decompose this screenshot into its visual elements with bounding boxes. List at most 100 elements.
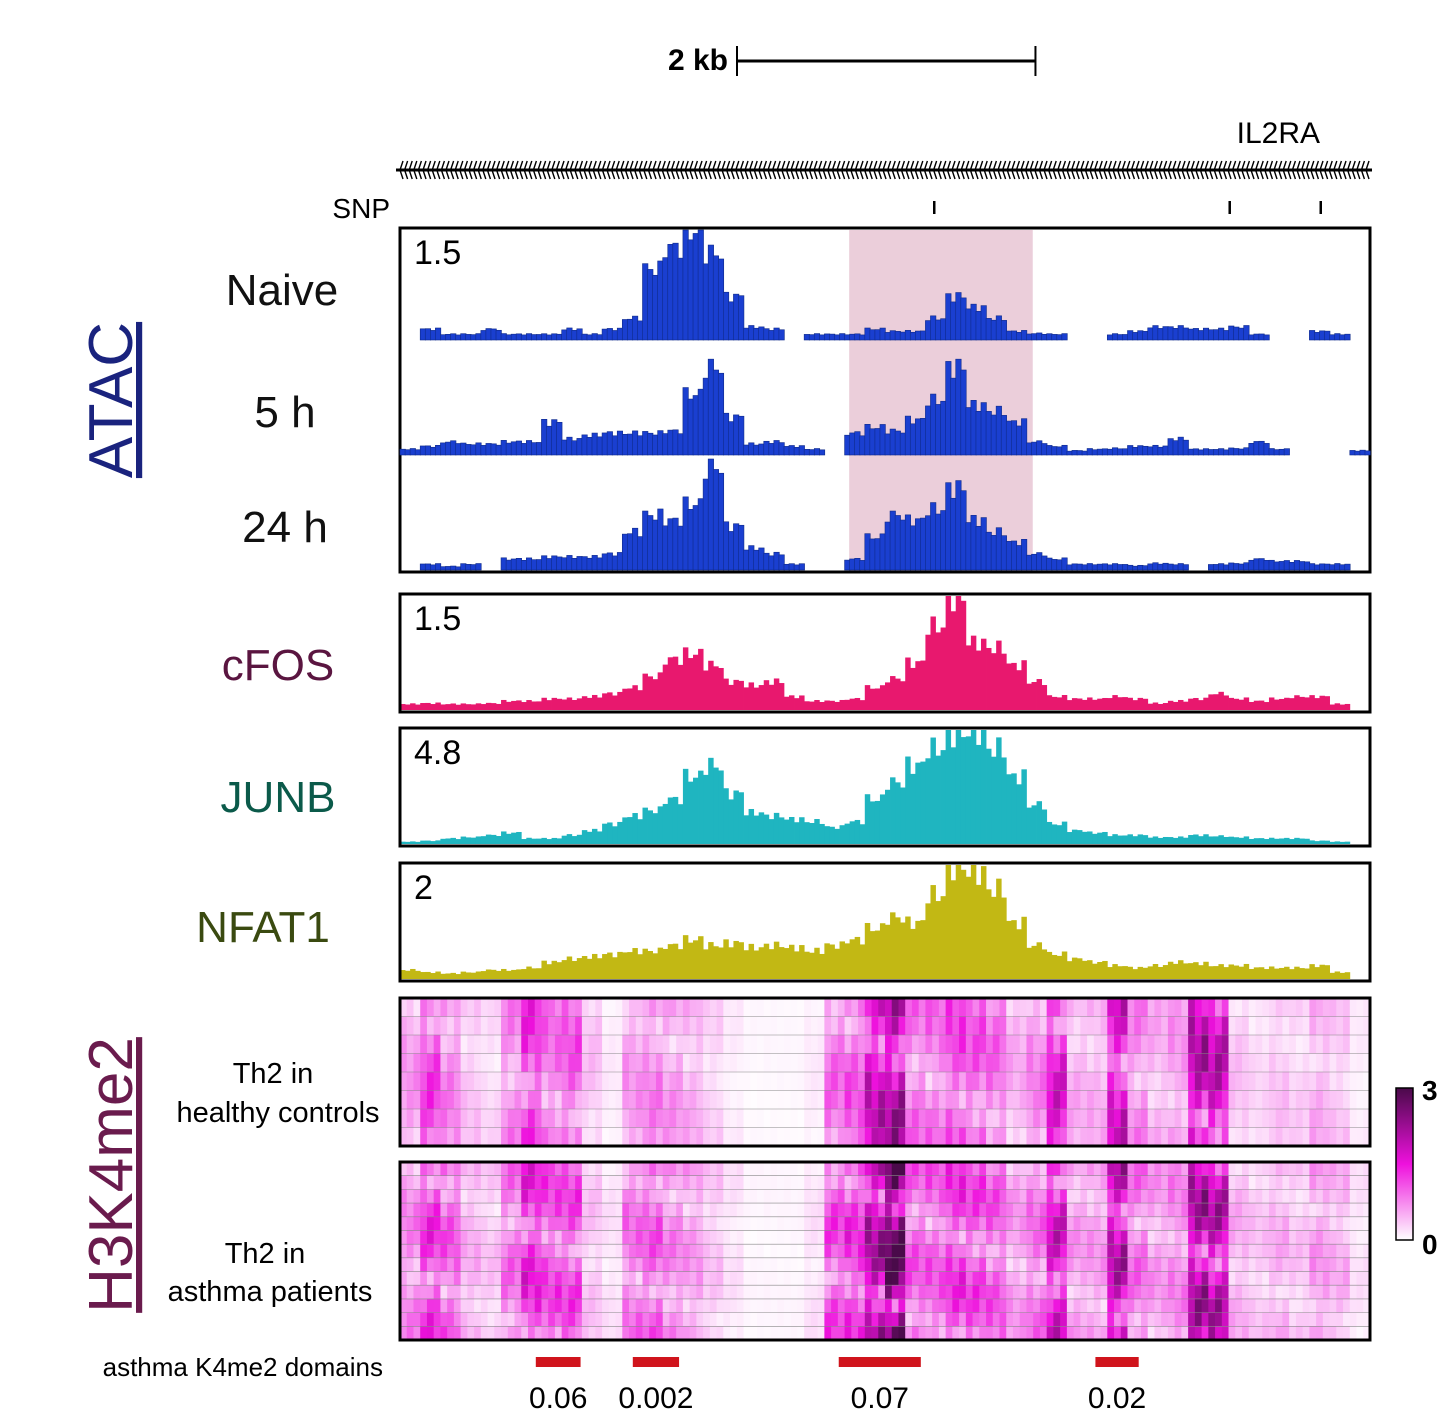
heatmap-cell: [568, 1244, 576, 1259]
heatmap-cell: [911, 1053, 920, 1073]
heatmap-cell: [1012, 1162, 1021, 1176]
heatmap-cell: [743, 1072, 751, 1091]
signal-bar: [611, 555, 618, 571]
signal-bar: [1208, 329, 1215, 341]
heatmap-cell: [1289, 1175, 1297, 1190]
heatmap-cell: [709, 1189, 717, 1204]
heatmap-cell: [770, 1127, 778, 1147]
signal-bar: [723, 521, 730, 571]
heatmap-cell: [629, 1162, 637, 1176]
signal-bar: [1046, 695, 1053, 710]
signal-bar: [511, 832, 517, 844]
heatmap-cell: [1046, 1109, 1054, 1128]
signal-bar: [879, 424, 886, 456]
heatmap-cell: [1282, 1203, 1290, 1218]
heatmap-cell: [1316, 998, 1324, 1017]
signal-bar: [607, 692, 613, 710]
track-5h: [399, 358, 1371, 456]
heatmap-cell: [676, 1035, 684, 1054]
heatmap-cell: [682, 1326, 691, 1341]
heatmap-cell: [1080, 1016, 1088, 1036]
heatmap-cell: [905, 1230, 913, 1245]
heatmap-cell: [1060, 1189, 1068, 1204]
heatmap-cell: [716, 1035, 724, 1054]
heatmap-cell: [1221, 1230, 1229, 1245]
heatmap-cell: [1268, 1090, 1277, 1110]
signal-bar: [1203, 697, 1209, 710]
heatmap-cell: [1363, 1189, 1371, 1204]
heatmap-cell: [1167, 1127, 1176, 1147]
signal-bar: [1324, 965, 1330, 979]
heatmap-cell: [1363, 1326, 1371, 1341]
heatmap-cell: [1336, 1271, 1344, 1286]
heatmap-cell: [682, 1090, 691, 1110]
heatmap-cell: [1302, 998, 1310, 1017]
heatmap-cell: [1006, 1175, 1014, 1190]
heatmap-cell: [804, 1216, 812, 1231]
signal-bar: [1056, 955, 1063, 979]
heatmap-cell: [595, 1090, 603, 1110]
heatmap-cell: [736, 1271, 744, 1286]
heatmap-cell: [635, 1162, 643, 1176]
heatmap-cell: [999, 1090, 1007, 1110]
heatmap-cell: [703, 1216, 711, 1231]
heatmap-cell: [878, 1271, 886, 1286]
heatmap-cell: [507, 1244, 515, 1259]
heatmap-cell: [824, 1203, 832, 1218]
signal-bar: [723, 678, 729, 710]
signal-bar: [1324, 840, 1330, 844]
signal-bar: [879, 327, 886, 341]
heatmap-cell: [1194, 1257, 1202, 1272]
heatmap-cell: [1275, 1109, 1283, 1128]
heatmap-cell: [696, 1216, 704, 1231]
heatmap-cell: [467, 1189, 475, 1204]
heatmap: [398, 1160, 1372, 1342]
heatmap-cell: [972, 1271, 980, 1286]
heatmap-cell: [938, 1035, 947, 1054]
heatmap-cell: [1363, 1162, 1371, 1176]
heatmap-cell: [1100, 1326, 1108, 1341]
heatmap-cell: [629, 1053, 637, 1073]
heatmap-cell: [400, 998, 408, 1017]
heatmap-cell: [817, 1016, 825, 1036]
heatmap-cell: [986, 1090, 994, 1110]
signal-bar: [1243, 562, 1250, 571]
heatmap-cell: [635, 1109, 643, 1128]
heatmap-cell: [1174, 1016, 1182, 1036]
heatmap-cell: [1073, 1090, 1081, 1110]
heatmap-cell: [548, 1016, 556, 1036]
heatmap-cell: [932, 1312, 940, 1327]
heatmap-cell: [1316, 1175, 1324, 1190]
signal-bar: [788, 445, 795, 456]
heatmap-cell: [1154, 1072, 1162, 1091]
heatmap-cell: [1329, 1257, 1337, 1272]
signal-bar: [1233, 698, 1240, 710]
heatmap-cell: [1080, 1053, 1088, 1073]
heatmap-cell: [400, 1035, 408, 1054]
signal-bar: [1279, 838, 1285, 844]
heatmap-cell: [1161, 1090, 1169, 1110]
signal-bar: [662, 664, 669, 710]
signal-bar: [1112, 695, 1118, 710]
heatmap-cell: [763, 1257, 771, 1272]
signal-bar: [925, 634, 931, 710]
heatmap-cell: [655, 1271, 664, 1286]
heatmap-cell: [1134, 1109, 1142, 1128]
signal-bar: [980, 638, 987, 710]
heatmap-cell: [999, 1271, 1007, 1286]
heatmap-cell: [642, 1109, 650, 1128]
signal-bar: [980, 517, 987, 571]
heatmap-cell: [1242, 1109, 1250, 1128]
heatmap-cell: [602, 1175, 610, 1190]
heatmap-cell: [1127, 1016, 1135, 1036]
heatmap-cell: [736, 1072, 744, 1091]
heatmap-cell: [575, 1257, 583, 1272]
heatmap-cell: [575, 1244, 583, 1259]
heatmap-cell: [433, 1072, 441, 1091]
heatmap-cell: [979, 1109, 987, 1128]
heatmap-cell: [1134, 1257, 1142, 1272]
heatmap-cell: [703, 1035, 711, 1054]
heatmap-cell: [1087, 1312, 1095, 1327]
signal-bar: [864, 922, 871, 979]
heatmap-cell: [757, 1162, 765, 1176]
